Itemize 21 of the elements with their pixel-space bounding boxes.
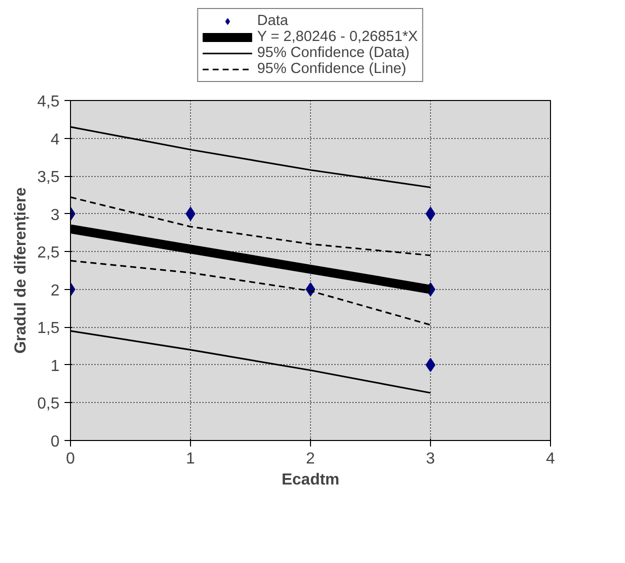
y-axis-title: Gradul de diferențiere (12, 187, 30, 354)
y-tick-label: 1 (50, 358, 60, 375)
legend-label: 95% Confidence (Data) (257, 45, 410, 61)
legend-label: Data (257, 13, 288, 29)
y-tick-label: 0,5 (37, 396, 60, 413)
legend-label: Y = 2,80246 - 0,26851*X (257, 29, 418, 45)
y-tick-label: 0 (50, 434, 60, 450)
legend-label: 95% Confidence (Line) (257, 61, 406, 77)
x-tick-label: 2 (306, 450, 316, 468)
x-tick-label: 3 (426, 450, 436, 468)
y-tick-label: 2 (50, 282, 60, 300)
y-tick-label: 1,5 (37, 320, 60, 338)
x-axis-title: Ecadtm (282, 472, 340, 488)
x-tick-label: 4 (546, 450, 556, 468)
y-tick-label: 4,5 (37, 94, 60, 110)
x-tick-label: 0 (66, 450, 76, 468)
x-tick-label: 1 (186, 450, 196, 468)
y-tick-label: 3,5 (37, 169, 60, 186)
y-tick-label: 2,5 (37, 244, 60, 262)
y-tick-label: 3 (50, 206, 60, 224)
y-tick-label: 4 (50, 131, 60, 148)
